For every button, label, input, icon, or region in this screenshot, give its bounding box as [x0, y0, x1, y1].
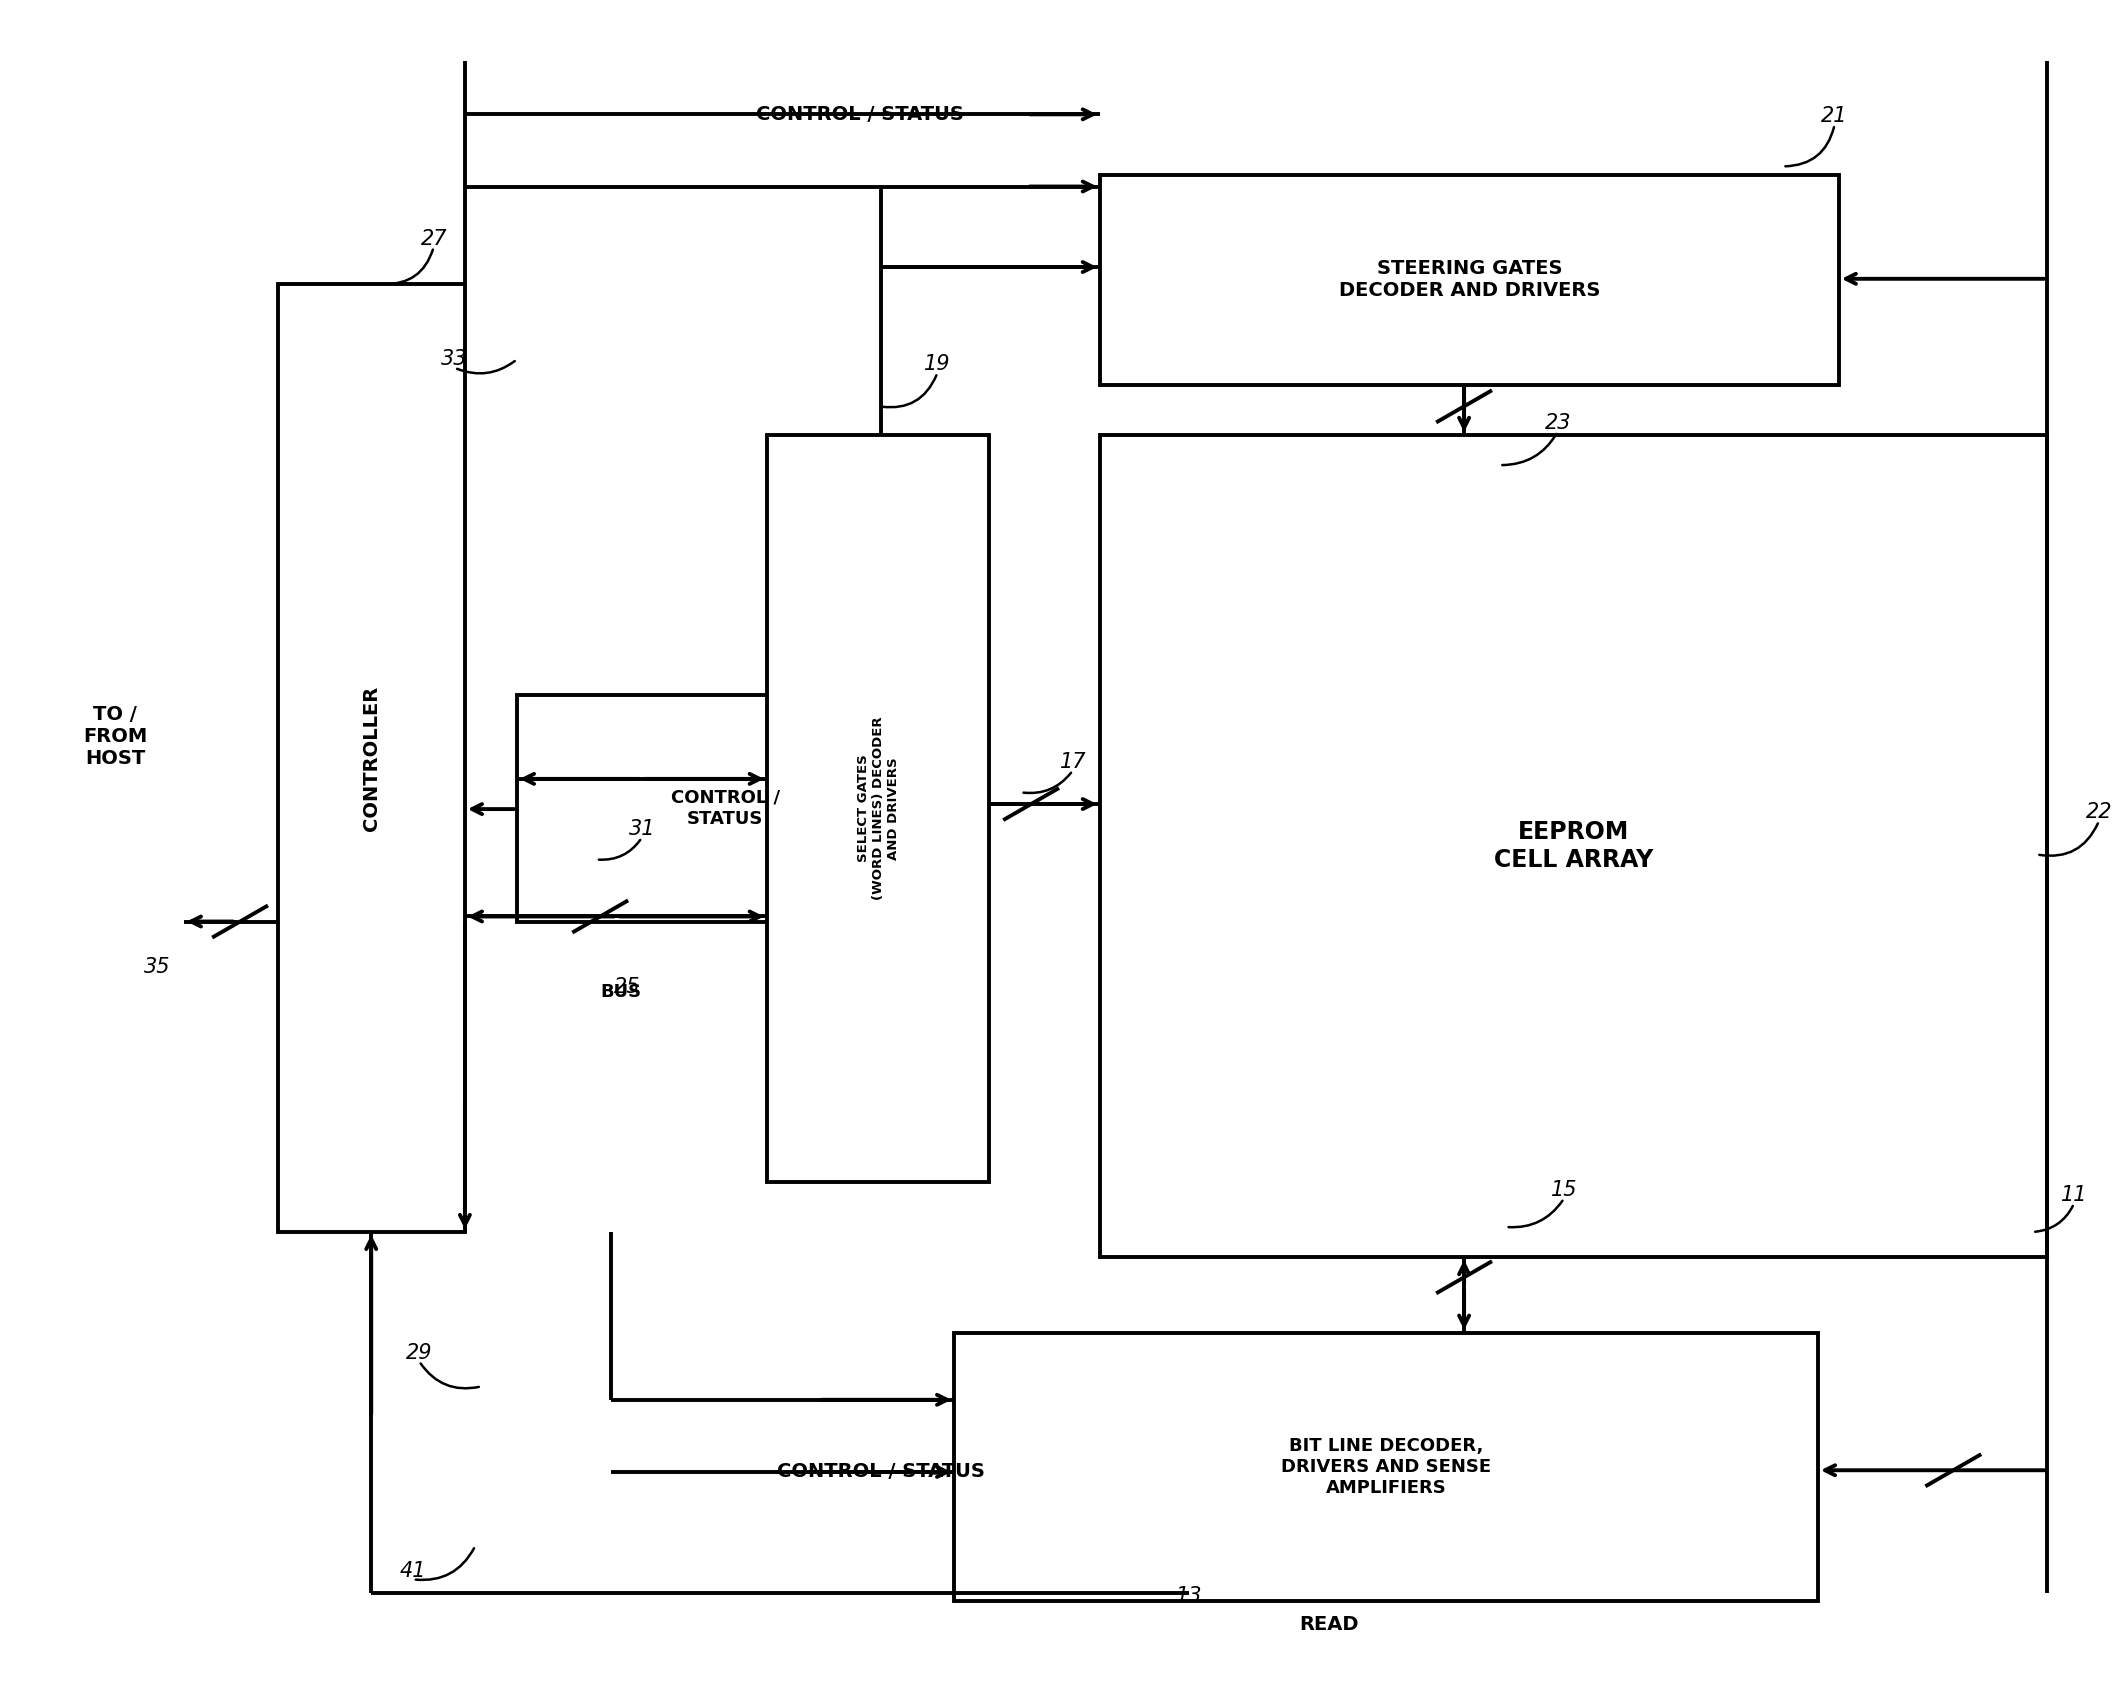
Text: 35: 35 [144, 956, 169, 976]
Text: READ: READ [1300, 1616, 1359, 1634]
Text: CONTROLLER: CONTROLLER [362, 685, 381, 831]
Bar [517, 695, 934, 922]
Text: 23: 23 [1545, 413, 1571, 433]
Text: 27: 27 [421, 228, 447, 249]
Text: 31: 31 [629, 819, 654, 839]
Text: BIT LINE DECODER,
DRIVERS AND SENSE
AMPLIFIERS: BIT LINE DECODER, DRIVERS AND SENSE AMPL… [1281, 1437, 1490, 1497]
Text: 33: 33 [440, 349, 468, 369]
Text: CONTROL /
STATUS: CONTROL / STATUS [671, 788, 779, 827]
Text: 29: 29 [406, 1343, 432, 1362]
Bar [766, 435, 989, 1181]
Text: CONTROL / STATUS: CONTROL / STATUS [777, 1462, 984, 1482]
Bar [955, 1333, 1819, 1601]
Text: 25: 25 [614, 976, 641, 997]
Text: 41: 41 [400, 1562, 426, 1580]
Bar [277, 284, 466, 1232]
Text: 15: 15 [1552, 1179, 1577, 1200]
Text: TO /
FROM
HOST: TO / FROM HOST [83, 706, 148, 768]
Text: 17: 17 [1058, 753, 1086, 772]
Text: 11: 11 [2060, 1184, 2087, 1205]
Text: EEPROM
CELL ARRAY: EEPROM CELL ARRAY [1495, 821, 1653, 871]
Text: 13: 13 [1177, 1585, 1202, 1606]
Text: 19: 19 [925, 354, 951, 374]
Bar [1101, 174, 1840, 384]
Text: STEERING GATES
DECODER AND DRIVERS: STEERING GATES DECODER AND DRIVERS [1338, 259, 1600, 299]
Text: BUS: BUS [601, 983, 641, 1002]
Bar [1101, 435, 2047, 1257]
Text: SELECT GATES
(WORD LINES) DECODER
AND DRIVERS: SELECT GATES (WORD LINES) DECODER AND DR… [857, 716, 900, 900]
Text: 21: 21 [1821, 107, 1848, 125]
Text: 22: 22 [2085, 802, 2113, 822]
Text: CONTROL / STATUS: CONTROL / STATUS [756, 105, 965, 124]
